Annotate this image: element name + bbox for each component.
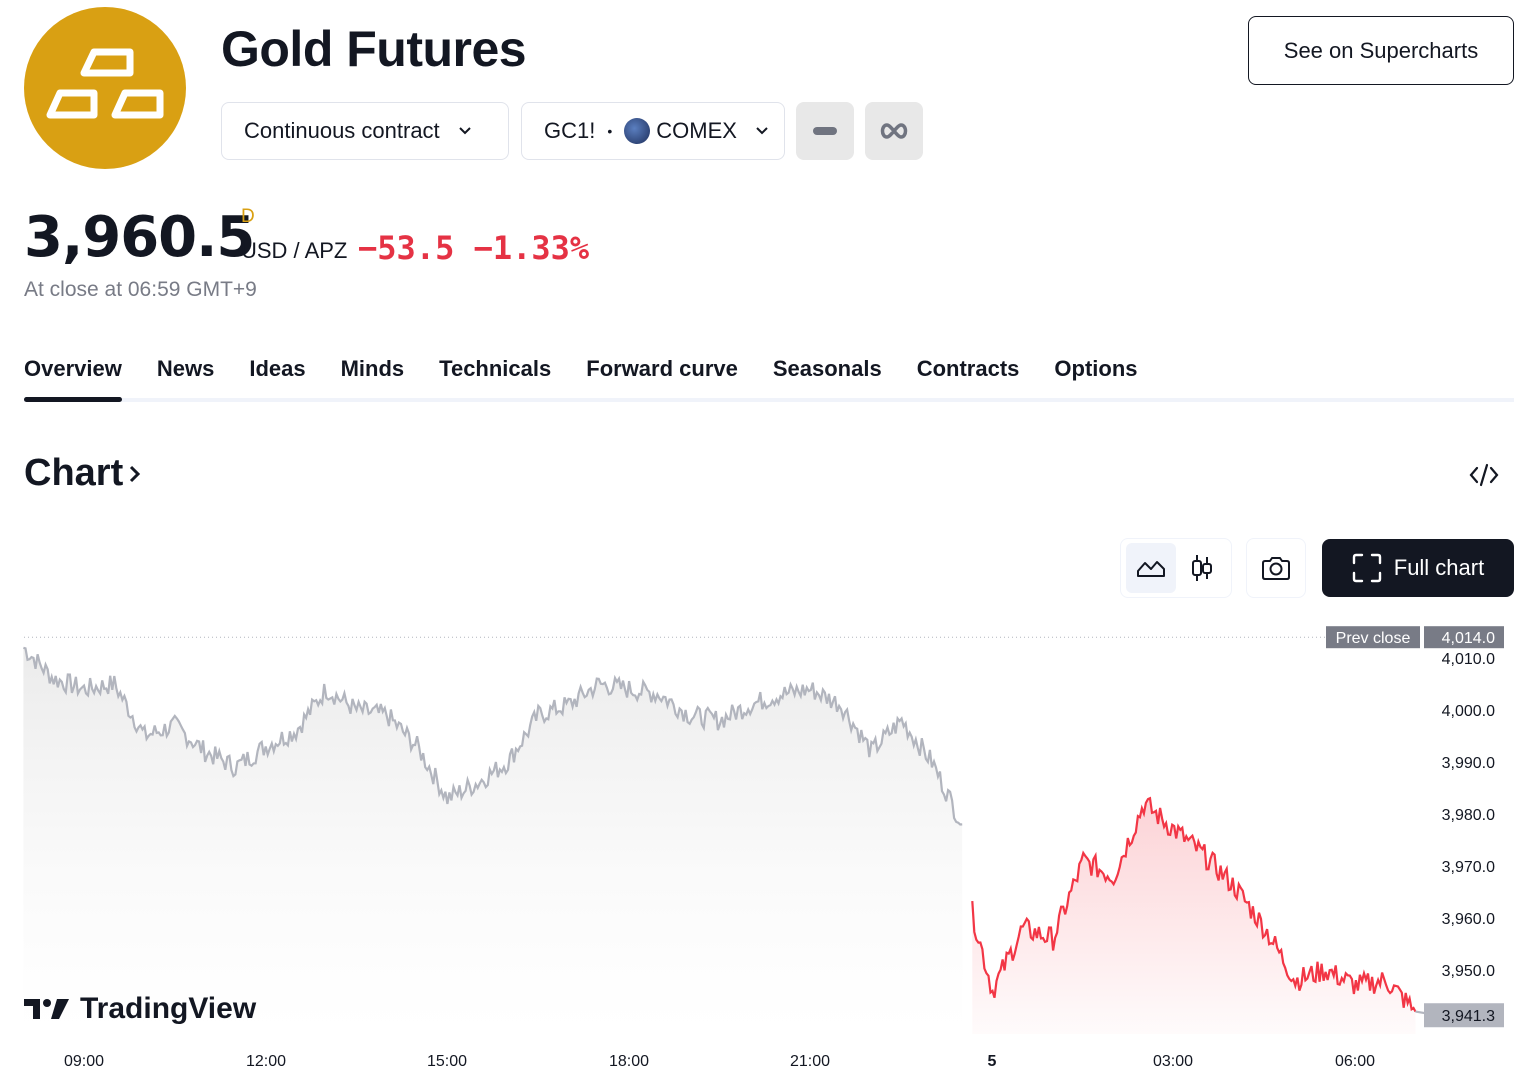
prev-close-label: Prev close: [1336, 630, 1411, 647]
continuous-button[interactable]: [865, 102, 923, 160]
x-tick-label: 09:00: [64, 1053, 104, 1070]
chevron-right-icon: [130, 465, 141, 482]
see-on-supercharts-button[interactable]: See on Supercharts: [1248, 16, 1514, 85]
symbol-label: GC1!: [544, 118, 596, 143]
tradingview-logo-icon: [24, 999, 69, 1019]
change-value: −53.5: [358, 229, 455, 267]
tab-forward-curve[interactable]: Forward curve: [586, 356, 738, 381]
exchange-label: COMEX: [656, 118, 737, 143]
tradingview-brand: TradingView: [24, 992, 256, 1026]
gold-bars-icon: [46, 48, 164, 119]
tab-minds[interactable]: Minds: [340, 356, 405, 381]
price-chart[interactable]: 4,010.0 4,000.0 3,990.0 3,980.0 3,970.0 3,960…: [0, 610, 1536, 1088]
fullscreen-icon: [1352, 553, 1381, 583]
x-tick-label: 03:00: [1153, 1053, 1193, 1070]
exchange-globe-icon: [624, 118, 651, 144]
tradingview-brand-label: TradingView: [80, 992, 257, 1025]
x-tick-label: 15:00: [427, 1053, 467, 1070]
x-tick-label: 21:00: [790, 1053, 830, 1070]
y-tick-label: 4,010.0: [1442, 651, 1495, 668]
candles-chart-button[interactable]: [1177, 543, 1227, 593]
prev-close-badge: [1326, 626, 1420, 649]
chart-heading: Chart: [24, 452, 124, 494]
chart-heading-link[interactable]: Chart: [24, 452, 143, 495]
gold-bars-logo: [24, 7, 186, 169]
x-tick-label: 06:00: [1335, 1053, 1375, 1070]
last-price: 3,960.5: [24, 205, 255, 270]
prev-close-value: 4,014.0: [1442, 630, 1495, 647]
tab-overview[interactable]: Overview: [24, 356, 122, 402]
price-change: −53.5 −1.33%: [358, 229, 589, 267]
contract-selector[interactable]: Continuous contract: [221, 102, 509, 160]
tab-options[interactable]: Options: [1054, 356, 1138, 381]
prev-close-value-badge: [1424, 626, 1504, 649]
candlestick-icon: [1191, 555, 1212, 581]
symbol-separator: •: [607, 123, 613, 139]
price-flag: D: [241, 206, 255, 227]
tab-seasonals[interactable]: Seasonals: [772, 356, 882, 381]
minus-button[interactable]: [796, 102, 854, 160]
close-time: At close at 06:59 GMT+9: [24, 278, 257, 301]
chevron-down-icon: [756, 127, 768, 135]
change-percent: −1.33%: [473, 229, 590, 267]
price-unit: USD / APZ: [241, 238, 348, 263]
x-tick-label: 5: [988, 1053, 997, 1070]
last-value-badge: [1424, 1003, 1504, 1028]
last-value-label: 3,941.3: [1442, 1008, 1495, 1025]
y-tick-label: 3,970.0: [1442, 859, 1495, 876]
page-title: Gold Futures: [221, 21, 527, 77]
embed-code-icon[interactable]: [1468, 460, 1500, 490]
area-chart-button[interactable]: [1125, 543, 1176, 593]
tab-technicals[interactable]: Technicals: [439, 356, 552, 381]
previous-session-area: [23, 647, 963, 1034]
current-session-area: [972, 798, 1416, 1034]
y-tick-label: 3,950.0: [1442, 963, 1495, 980]
chevron-down-icon: [458, 127, 471, 135]
y-tick-label: 3,980.0: [1442, 807, 1495, 824]
chart-style-toggle: [1120, 538, 1232, 598]
x-tick-label: 12:00: [246, 1053, 286, 1070]
full-chart-label: Full chart: [1393, 555, 1485, 580]
minus-icon: [813, 127, 837, 135]
tab-ideas[interactable]: Ideas: [249, 356, 306, 381]
tab-bar: Overview News Ideas Minds Technicals For…: [24, 356, 1514, 402]
tab-news[interactable]: News: [156, 356, 215, 381]
tab-contracts[interactable]: Contracts: [916, 356, 1020, 381]
symbol-selector[interactable]: GC1! • COMEX: [521, 102, 785, 160]
area-chart-icon: [1136, 561, 1165, 577]
infinity-icon: [880, 123, 908, 139]
x-tick-label: 18:00: [609, 1053, 649, 1070]
full-chart-button[interactable]: Full chart: [1322, 539, 1514, 597]
contract-selector-label: Continuous contract: [244, 118, 440, 143]
y-tick-label: 3,990.0: [1442, 755, 1495, 772]
camera-icon: [1262, 557, 1290, 580]
snapshot-button[interactable]: [1246, 538, 1306, 598]
previous-session-line: [23, 646, 963, 826]
current-session-line: [971, 796, 1417, 1013]
y-tick-label: 4,000.0: [1442, 703, 1495, 720]
y-tick-label: 3,960.0: [1442, 911, 1495, 928]
